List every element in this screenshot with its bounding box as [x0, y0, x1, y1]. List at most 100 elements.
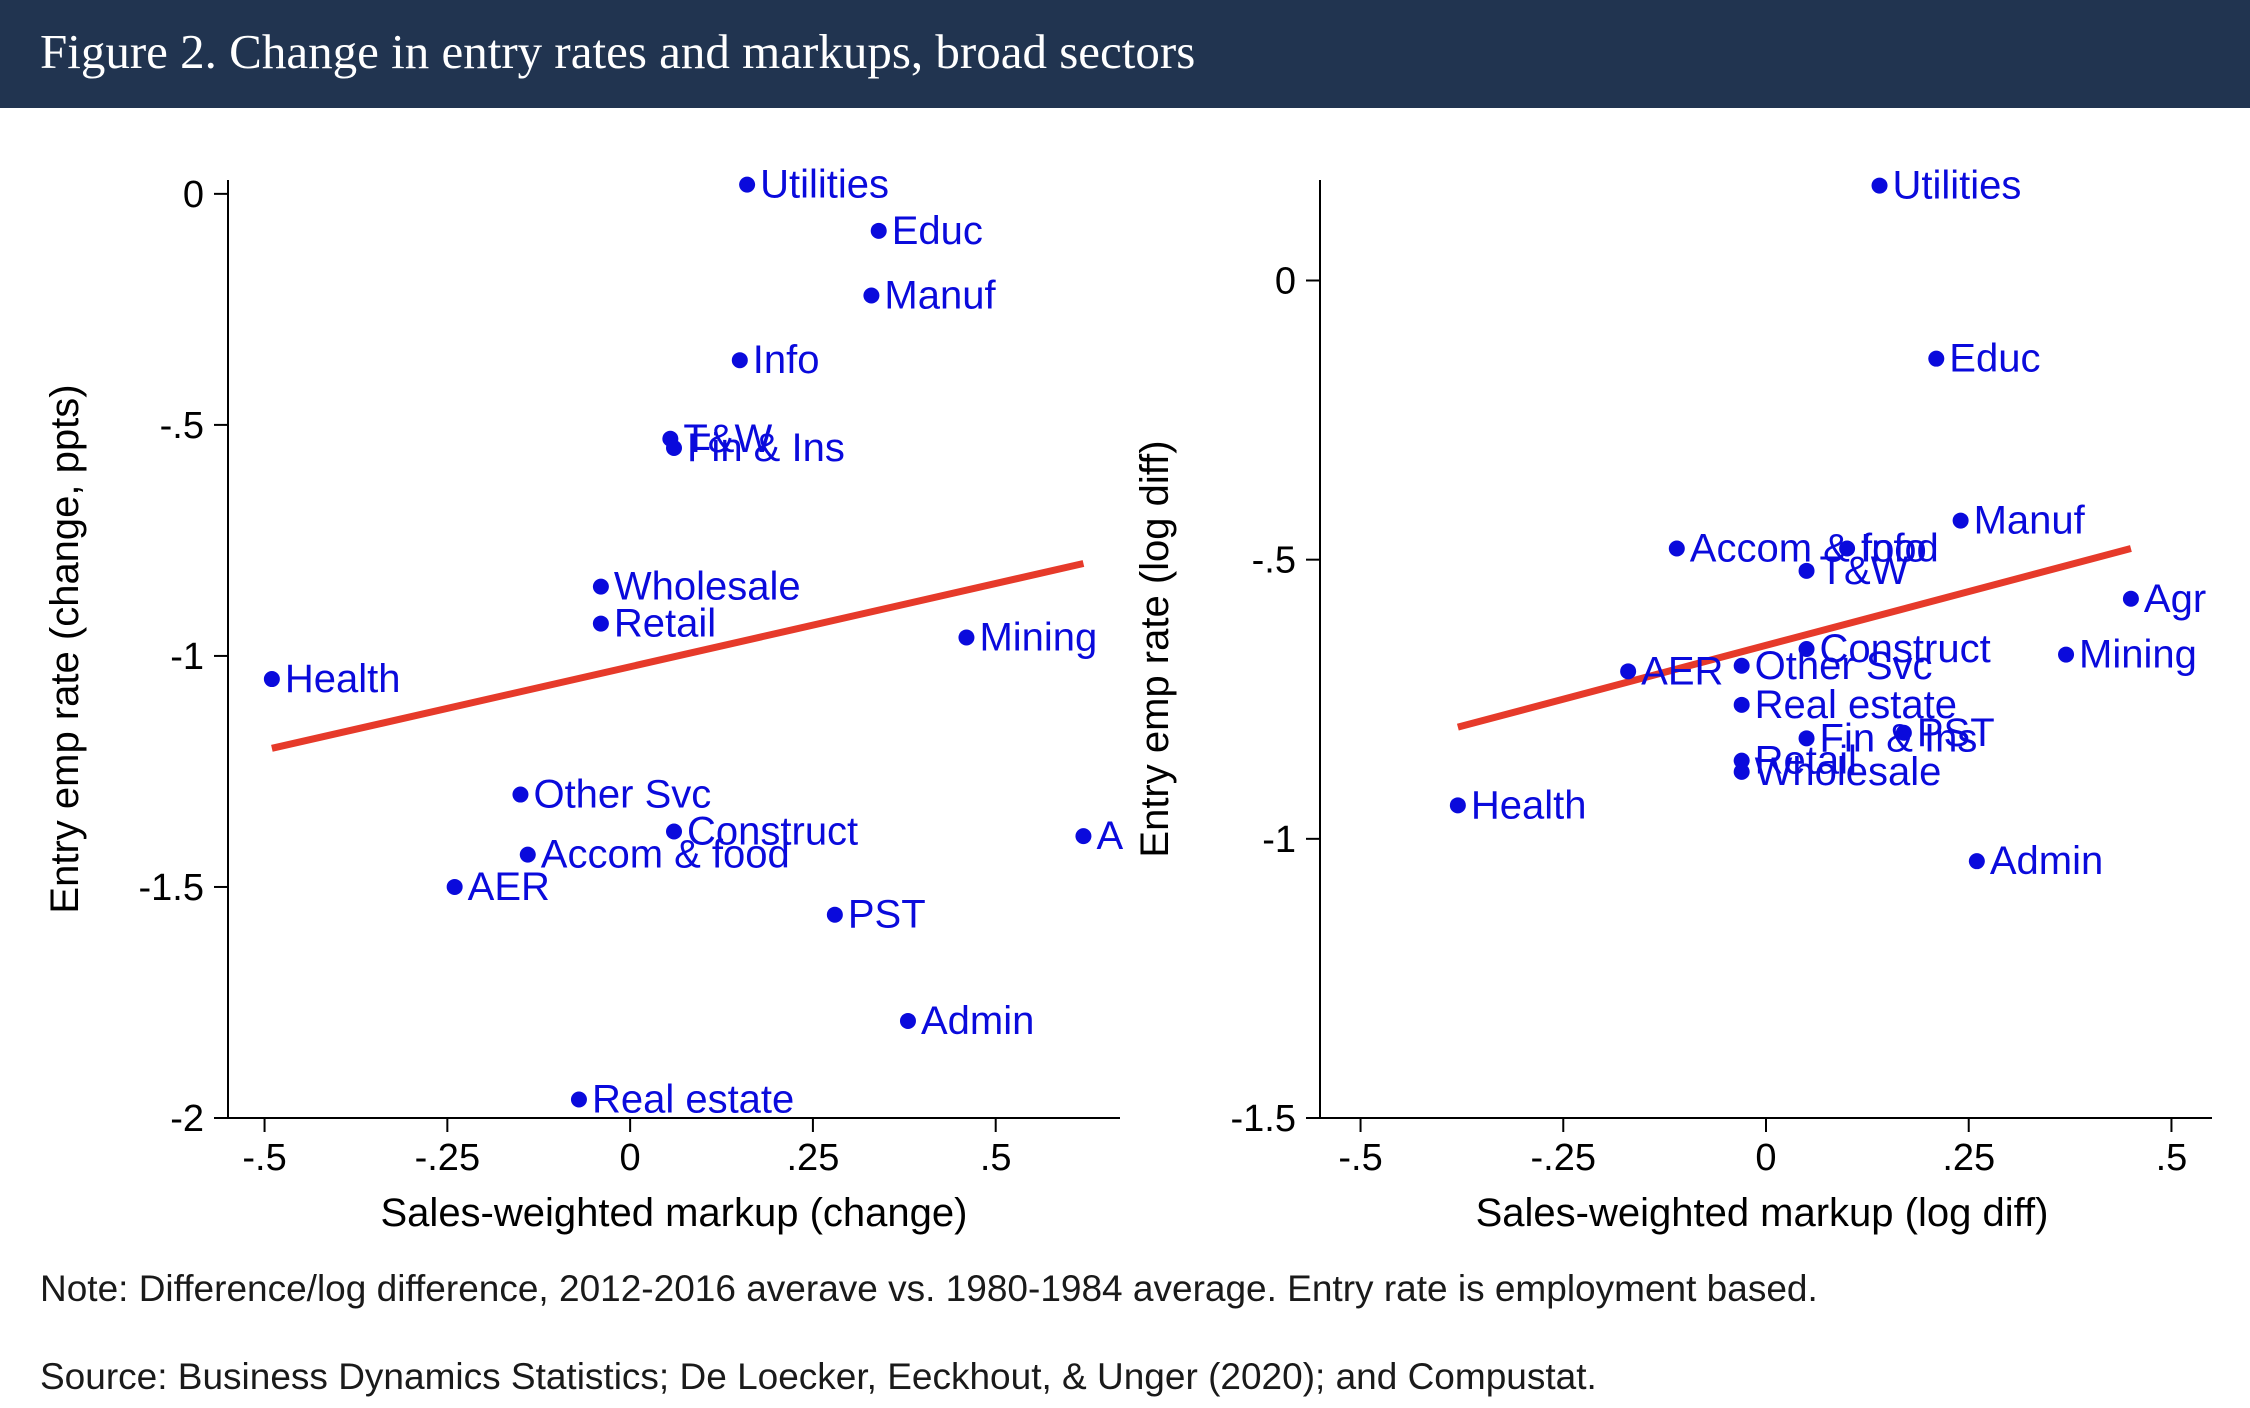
y-tick-label: -1 — [170, 636, 204, 678]
figure-title: Figure 2. Change in entry rates and mark… — [40, 24, 1196, 79]
x-tick-label: .25 — [1942, 1137, 1995, 1179]
data-point — [592, 578, 609, 595]
point-label: Other Svc — [533, 773, 711, 817]
data-point — [731, 352, 748, 369]
point-label: Wholesale — [614, 565, 801, 609]
data-point — [958, 629, 975, 646]
data-point — [512, 786, 529, 803]
y-tick-label: -1 — [1262, 819, 1296, 861]
point-label: Admin — [1990, 839, 2103, 883]
y-axis-title: Entry emp rate (log diff) — [1133, 440, 1177, 857]
point-label: Other Svc — [1755, 644, 1933, 688]
data-point — [2122, 590, 2139, 607]
x-tick-label: .25 — [787, 1137, 840, 1179]
data-point — [666, 823, 682, 840]
y-tick-label: -.5 — [1252, 540, 1296, 582]
data-point — [1928, 350, 1945, 367]
y-tick-label: -2 — [170, 1098, 204, 1140]
x-tick-label: 0 — [1755, 1137, 1776, 1179]
data-point — [1733, 752, 1750, 769]
point-label: Construct — [1820, 627, 1991, 671]
point-label: Wholesale — [1755, 750, 1942, 794]
figure-note: Note: Difference/log difference, 2012-20… — [40, 1268, 1818, 1309]
point-label: Health — [285, 657, 401, 701]
point-label: Fin & Ins — [687, 426, 845, 470]
data-point — [1798, 562, 1815, 579]
x-tick-label: .5 — [2156, 1137, 2188, 1179]
point-label: Accom & food — [1690, 527, 1939, 571]
data-point — [1871, 177, 1888, 194]
data-point — [826, 906, 843, 923]
figure-source: Source: Business Dynamics Statistics; De… — [40, 1356, 1597, 1397]
data-point — [1798, 730, 1815, 747]
point-label: Admin — [921, 999, 1034, 1043]
x-axis-title: Sales-weighted markup (log diff) — [1476, 1191, 2049, 1235]
point-label: Retail — [614, 602, 716, 646]
x-tick-label: -.25 — [415, 1137, 480, 1179]
data-point — [1620, 663, 1637, 680]
data-point — [870, 222, 887, 239]
data-point — [446, 878, 463, 895]
data-point — [1798, 641, 1815, 657]
data-point — [863, 287, 880, 304]
figure-header: Figure 2. Change in entry rates and mark… — [0, 0, 2250, 108]
y-tick-label: -1.5 — [1231, 1098, 1296, 1140]
data-point — [1952, 512, 1969, 529]
x-axis-title: Sales-weighted markup (change) — [381, 1191, 968, 1235]
y-tick-label: -1.5 — [139, 867, 204, 909]
point-label: PST — [1917, 711, 1995, 755]
x-tick-label: -.25 — [1531, 1137, 1596, 1179]
point-label: Real estate — [1755, 683, 1957, 727]
data-point — [1895, 724, 1912, 741]
point-label: Educ — [892, 209, 983, 253]
point-label: Info — [753, 338, 820, 382]
y-tick-label: 0 — [183, 174, 204, 216]
point-label: Mining — [979, 615, 1097, 659]
point-label: Utilities — [1893, 164, 2022, 208]
y-tick-label: 0 — [1275, 261, 1296, 303]
point-label: Manuf — [1974, 499, 2086, 543]
data-point — [1968, 853, 1985, 870]
data-point — [570, 1091, 587, 1108]
x-tick-label: -.5 — [1338, 1137, 1382, 1179]
fit-line — [271, 560, 1085, 752]
x-tick-label: 0 — [620, 1137, 641, 1179]
point-label: Mining — [2079, 633, 2197, 677]
data-point — [666, 440, 682, 456]
x-tick-label: -.5 — [242, 1137, 286, 1179]
data-point — [2058, 646, 2075, 663]
point-label: A — [1096, 814, 1123, 858]
right-chart: -.5 -.25 0 .25 .5 0 -.5 -1 -1.5 Sales-weighted ma… — [1133, 164, 2212, 1235]
data-point — [1449, 797, 1466, 814]
point-label: Utilities — [760, 163, 889, 207]
point-label: AER — [468, 865, 550, 909]
data-point — [1733, 696, 1750, 713]
point-label: Fin & Ins — [1820, 716, 1978, 760]
point-label: Retail — [1755, 739, 1857, 783]
data-point — [899, 1012, 916, 1029]
point-label: PST — [848, 893, 926, 937]
point-label: Manuf — [884, 274, 996, 318]
point-label: Educ — [1949, 337, 2040, 381]
point-label: AER — [1641, 649, 1723, 693]
x-tick-label: .5 — [980, 1137, 1012, 1179]
point-label: Health — [1471, 783, 1587, 827]
data-point — [1668, 540, 1685, 557]
y-axis-title: Entry emp rate (change, ppts) — [43, 384, 87, 913]
point-label: Real estate — [592, 1078, 794, 1122]
point-label: Agr — [2144, 577, 2206, 621]
data-point — [519, 846, 536, 863]
fit-line — [1456, 545, 2132, 731]
data-point — [1839, 540, 1856, 557]
point-label: Construct — [687, 810, 858, 854]
point-label: T&W — [683, 417, 772, 461]
data-point — [1075, 828, 1092, 845]
left-chart: -.5 -.25 0 .25 .5 0 -.5 -1 -1.5 -2 Sales-weighted … — [43, 163, 1123, 1235]
data-point — [592, 615, 609, 632]
data-point — [263, 671, 280, 688]
data-point — [1733, 763, 1750, 780]
data-point — [1733, 657, 1750, 674]
charts-area: -.5 -.25 0.25.50-.5-1-1.5-2Sales-weighted … — [43, 163, 2212, 1235]
data-point — [739, 176, 756, 193]
point-label: Accom & food — [541, 833, 790, 877]
